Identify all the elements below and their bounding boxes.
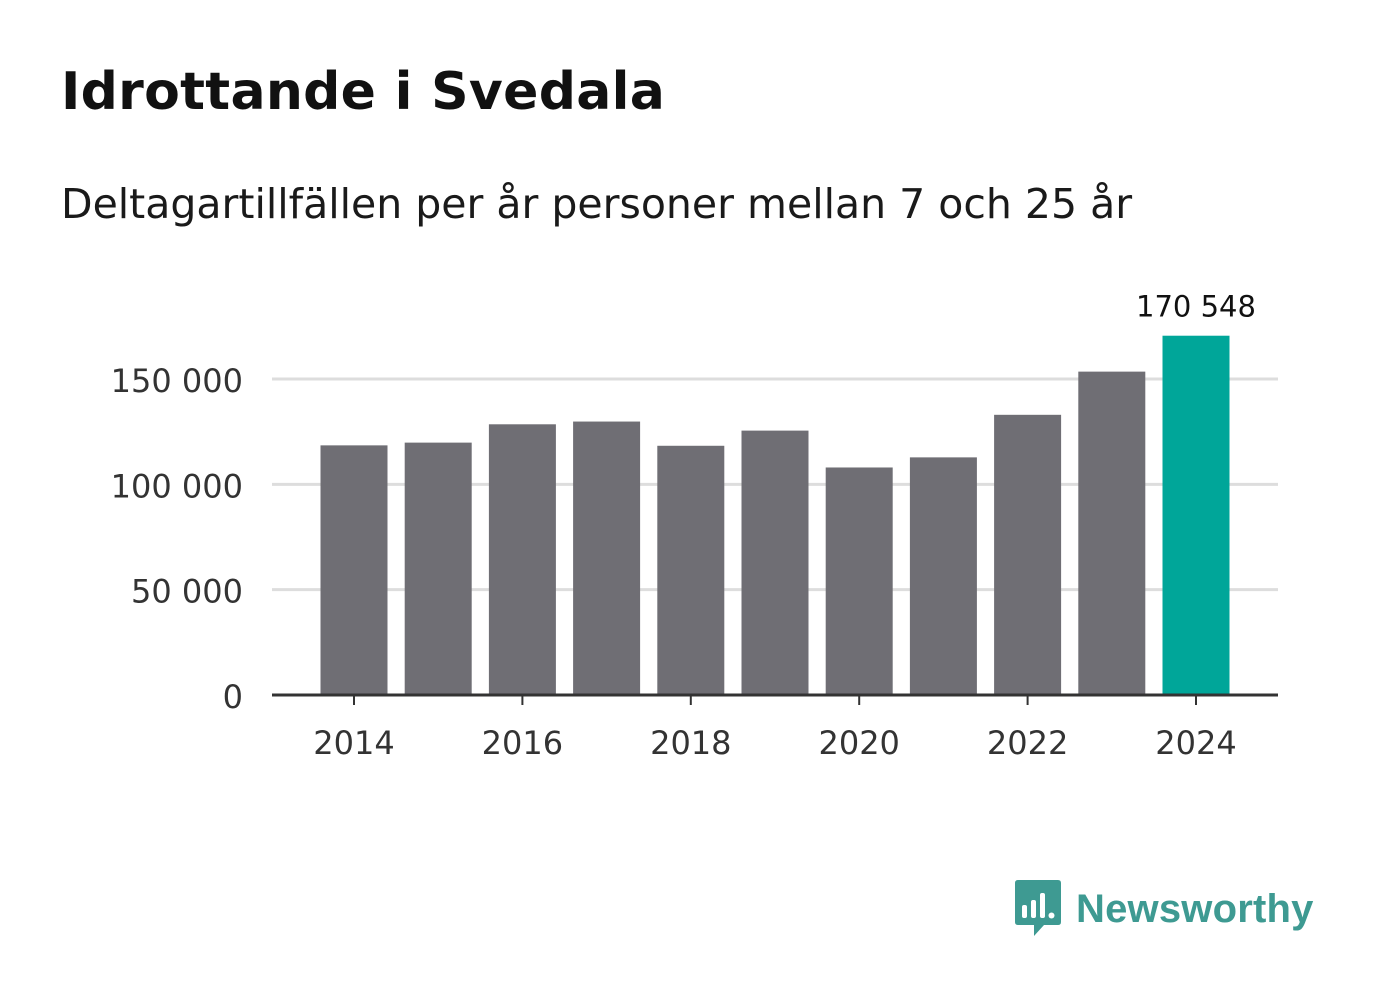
bar-chart-speech-bubble-icon xyxy=(1015,880,1061,936)
bar-2023 xyxy=(1078,371,1146,695)
x-tick-label: 2024 xyxy=(1155,724,1236,762)
chart-subtitle: Deltagartillfällen per år personer mella… xyxy=(61,180,1133,228)
y-tick-label: 150 000 xyxy=(111,362,243,400)
bar-2017 xyxy=(573,421,641,695)
x-tick-label: 2014 xyxy=(313,724,394,762)
y-tick-label: 50 000 xyxy=(131,573,243,611)
y-tick-label: 0 xyxy=(223,678,243,716)
x-tick-label: 2020 xyxy=(818,724,899,762)
chart-title: Idrottande i Svedala xyxy=(61,62,666,122)
bar-2014 xyxy=(320,445,388,695)
bar-2019 xyxy=(741,430,809,695)
bars xyxy=(320,335,1230,695)
brand-logo-block: Newsworthy xyxy=(1012,878,1314,940)
bar-2022 xyxy=(994,414,1062,695)
brand-name: Newsworthy xyxy=(1076,886,1314,931)
y-tick-label: 100 000 xyxy=(111,467,243,505)
bar-2021 xyxy=(909,457,977,695)
x-tick-label: 2016 xyxy=(482,724,563,762)
bar-2016 xyxy=(488,424,556,695)
y-axis-tick-labels: 0 50 000 100 000 150 000 xyxy=(111,362,243,716)
bar-2020 xyxy=(825,467,893,695)
x-tick-label: 2018 xyxy=(650,724,731,762)
x-axis-tick-labels: 2014 2016 2018 2020 2022 2024 xyxy=(313,695,1237,762)
data-label-2024: 170 548 xyxy=(1136,290,1256,324)
bar-2018 xyxy=(657,445,725,695)
bar-2024 xyxy=(1162,335,1230,695)
x-tick-label: 2022 xyxy=(987,724,1068,762)
bar-2015 xyxy=(404,442,472,695)
data-labels: 170 548 xyxy=(1136,290,1256,324)
